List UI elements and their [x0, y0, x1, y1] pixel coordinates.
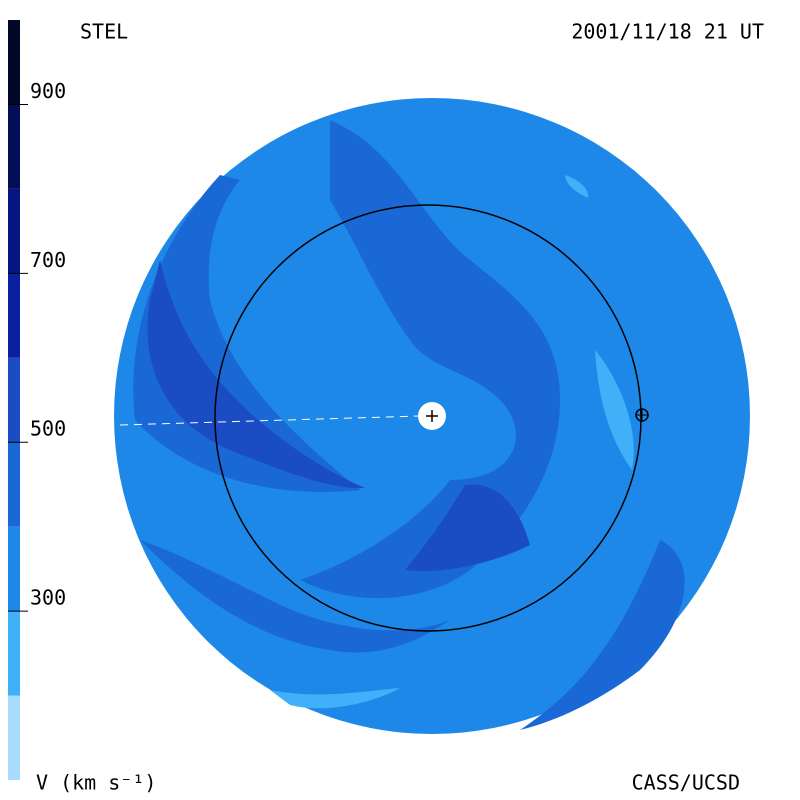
chart-subtitle: 2001/11/18 21 UT — [571, 20, 764, 44]
map-region — [140, 540, 450, 653]
map-region — [300, 120, 560, 599]
velocity-map — [114, 98, 750, 734]
color-band — [8, 526, 20, 612]
map-region — [270, 688, 400, 709]
color-band — [8, 273, 20, 358]
color-band — [8, 20, 20, 105]
map-region — [565, 175, 589, 198]
y-tick-label: 300 — [30, 586, 66, 610]
y-tick-label: 700 — [30, 248, 66, 272]
color-band — [8, 611, 20, 696]
color-band — [8, 357, 20, 443]
y-tick-label: 500 — [30, 417, 66, 441]
credit: CASS/UCSD — [632, 771, 740, 795]
color-band — [8, 104, 20, 189]
y-tick-label: 900 — [30, 79, 66, 103]
map-region — [405, 484, 530, 571]
color-band — [8, 188, 20, 274]
color-band — [8, 695, 20, 780]
earth-symbol — [636, 409, 648, 421]
axis-label: V (km s⁻¹) — [36, 771, 156, 795]
map-region — [595, 350, 634, 470]
sun-symbol — [426, 410, 438, 422]
map-region — [520, 540, 685, 730]
map-region — [147, 260, 365, 489]
earth-orbit — [214, 204, 642, 632]
chart-title: STEL — [80, 20, 128, 44]
color-band — [8, 442, 20, 527]
